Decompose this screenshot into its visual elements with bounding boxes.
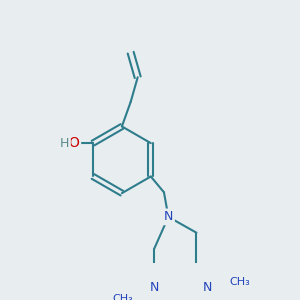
Text: N: N — [150, 280, 159, 294]
Text: CH₃: CH₃ — [112, 294, 133, 300]
Text: H: H — [60, 136, 70, 150]
Text: N: N — [164, 210, 173, 224]
Text: CH₃: CH₃ — [230, 277, 250, 287]
Text: N: N — [202, 280, 212, 294]
Text: O: O — [68, 136, 79, 150]
